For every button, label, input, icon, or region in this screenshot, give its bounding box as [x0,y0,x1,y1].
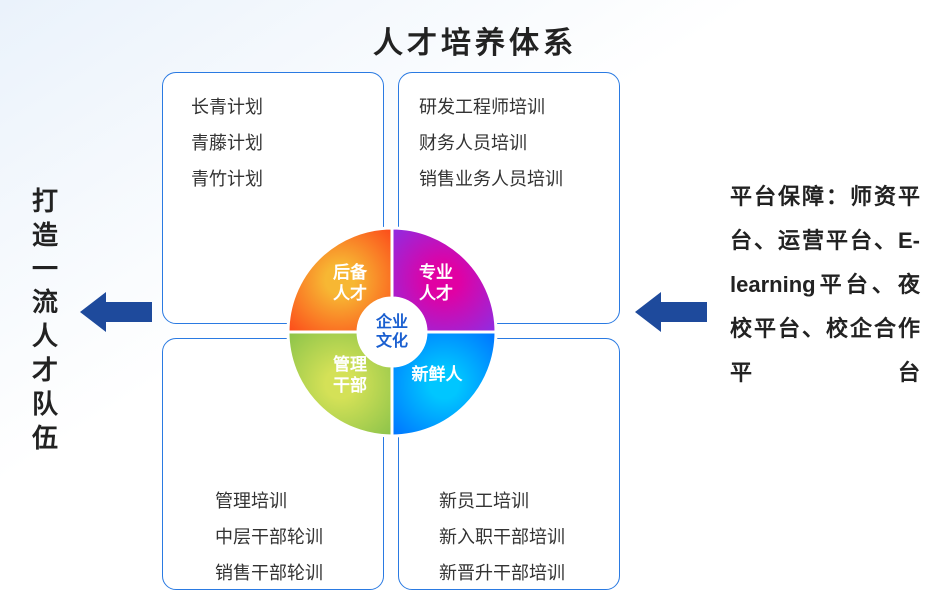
segment-label-reserve: 后备人才 [320,262,380,305]
list-item: 长青计划 [191,89,367,125]
list-item: 中层干部轮训 [215,519,367,555]
segment-label-management: 管理干部 [320,354,380,397]
list-item: 新员工培训 [439,483,603,519]
arrow-input-icon [635,290,707,334]
center-donut: 后备人才 专业人才 管理干部 新鲜人 企业文化 [284,224,500,440]
list-item: 销售业务人员培训 [419,161,603,197]
list-item: 青藤计划 [191,125,367,161]
list-item: 青竹计划 [191,161,367,197]
list-item: 管理培训 [215,483,367,519]
center-core-label: 企业文化 [361,301,423,363]
talent-diagram: 长青计划 青藤计划 青竹计划 研发工程师培训 财务人员培训 销售业务人员培训 管… [162,72,622,592]
list-item: 新晋升干部培训 [439,555,603,591]
page-title: 人才培养体系 [0,18,950,62]
left-goal-text: 打造一流人才队伍 [30,185,60,455]
list-item: 财务人员培训 [419,125,603,161]
segment-label-professional: 专业人才 [406,262,466,305]
list-item: 销售干部轮训 [215,555,367,591]
arrow-left-icon [80,290,152,334]
segment-label-newcomer: 新鲜人 [402,364,472,385]
right-platform-text: 平台保障：师资平台、运营平台、E-learning平台、夜校平台、校企合作平台 [730,175,920,395]
list-item: 研发工程师培训 [419,89,603,125]
list-item: 新入职干部培训 [439,519,603,555]
